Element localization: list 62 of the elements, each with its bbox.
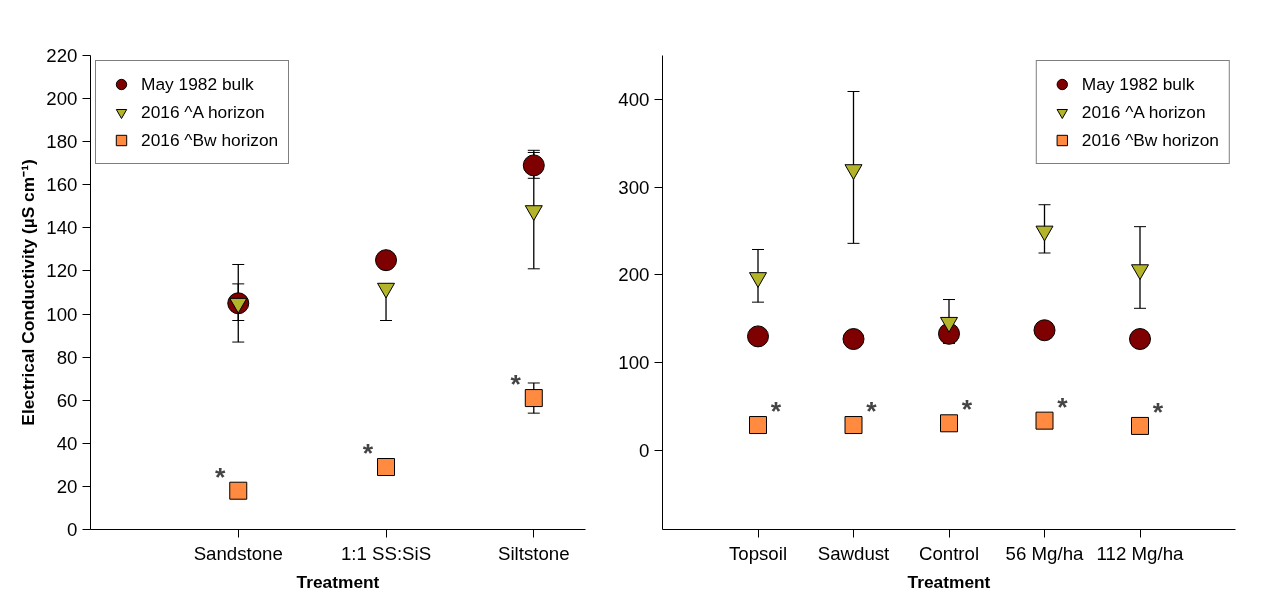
x-axis-title: Treatment xyxy=(296,571,380,592)
x-axis-title: Treatment xyxy=(907,571,991,592)
point xyxy=(844,416,863,435)
point xyxy=(524,205,543,221)
annotation: * xyxy=(961,394,973,425)
x-tick-label: Control xyxy=(918,542,980,564)
point xyxy=(844,164,863,180)
point xyxy=(940,414,958,433)
y-tick-label: 40 xyxy=(56,432,78,454)
point xyxy=(377,282,396,299)
x-tick-label: Topsoil xyxy=(728,542,788,564)
point xyxy=(749,416,767,435)
y-tick-label: 20 xyxy=(56,475,78,497)
legend-label: May 1982 bulk xyxy=(1081,73,1195,95)
y-tick-label: 140 xyxy=(46,217,78,239)
legend-label: May 1982 bulk xyxy=(141,73,254,95)
y-tick-label: 100 xyxy=(618,352,650,374)
y-tick-label: 60 xyxy=(56,389,78,411)
annotation: * xyxy=(510,369,522,400)
y-tick-label: 220 xyxy=(46,45,78,66)
annotation: * xyxy=(866,396,878,427)
point xyxy=(1033,319,1056,342)
point xyxy=(1131,264,1149,280)
annotation: * xyxy=(1057,391,1069,422)
point xyxy=(842,328,865,350)
x-tick-label: 1:1 SS:SiS xyxy=(340,542,432,564)
y-tick-label: 120 xyxy=(46,260,78,282)
annotation: * xyxy=(362,438,374,469)
point xyxy=(229,297,248,314)
point xyxy=(1129,328,1151,350)
point xyxy=(524,389,543,408)
point xyxy=(749,272,767,288)
point xyxy=(229,481,248,500)
x-tick-label: Siltstone xyxy=(498,542,570,564)
x-tick-label: 112 Mg/ha xyxy=(1096,542,1185,564)
y-tick-label: 200 xyxy=(46,88,78,110)
y-tick-label: 160 xyxy=(46,174,78,196)
point xyxy=(1035,225,1054,242)
y-tick-label: 400 xyxy=(618,88,650,110)
y-tick-label: 80 xyxy=(56,346,78,368)
point xyxy=(377,458,396,477)
legend-label: 2016 ^Bw horizon xyxy=(141,129,279,151)
y-axis-title: Electrical Conductivity (µS cm⁻¹) xyxy=(18,159,39,426)
legend-label: 2016 ^Bw horizon xyxy=(1081,129,1219,151)
annotation: * xyxy=(215,461,227,492)
point xyxy=(747,325,769,348)
annotation: * xyxy=(1152,396,1164,427)
y-tick-label: 100 xyxy=(46,303,78,325)
y-tick-label: 200 xyxy=(618,264,650,286)
y-tick-label: 0 xyxy=(67,519,78,540)
y-tick-label: 0 xyxy=(639,440,650,461)
legend-label: 2016 ^A horizon xyxy=(1081,101,1206,123)
point xyxy=(940,316,958,333)
annotation: * xyxy=(770,396,782,427)
legend-label: 2016 ^A horizon xyxy=(141,101,265,123)
x-tick-label: 56 Mg/ha xyxy=(1005,542,1085,564)
x-tick-label: Sawdust xyxy=(817,542,891,564)
y-tick-label: 300 xyxy=(618,176,650,198)
x-tick-label: Sandstone xyxy=(193,542,283,564)
point xyxy=(1035,411,1054,430)
point xyxy=(1131,416,1149,435)
y-tick-label: 180 xyxy=(46,131,78,153)
